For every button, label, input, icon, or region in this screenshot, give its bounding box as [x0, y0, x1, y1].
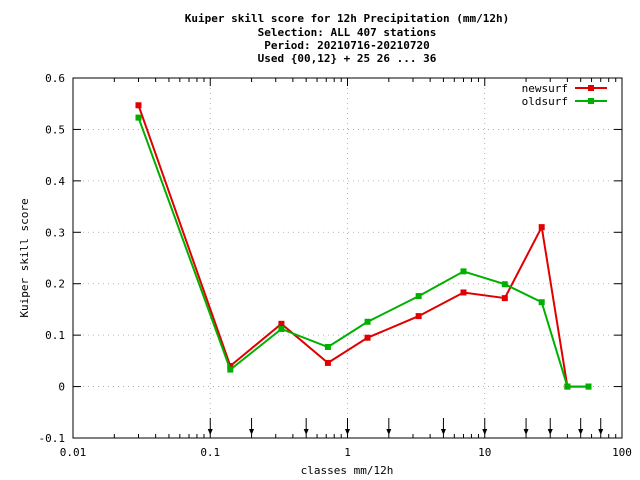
class-marker-arrowhead: [249, 429, 255, 435]
class-marker-arrowhead: [523, 429, 529, 435]
data-point-newsurf: [415, 313, 422, 320]
data-point-oldsurf: [324, 343, 331, 350]
y-axis-label: Kuiper skill score: [18, 198, 31, 317]
x-tick-label: 0.01: [60, 446, 87, 459]
class-marker-arrowhead: [482, 429, 488, 435]
class-markers: [207, 418, 604, 435]
legend-label-oldsurf: oldsurf: [522, 95, 568, 108]
y-tick-label: 0.5: [45, 123, 65, 136]
data-point-newsurf: [324, 359, 331, 366]
data-point-newsurf: [364, 334, 371, 341]
class-marker-arrowhead: [578, 429, 584, 435]
y-tick-label: 0.2: [45, 278, 65, 291]
data-point-oldsurf: [501, 281, 508, 288]
data-point-oldsurf: [227, 366, 234, 373]
class-marker-arrowhead: [303, 429, 309, 435]
data-point-oldsurf: [460, 268, 467, 275]
data-point-oldsurf: [585, 383, 592, 390]
title-line-1: Kuiper skill score for 12h Precipitation…: [185, 12, 510, 25]
data-point-newsurf: [135, 102, 142, 109]
x-axis-label: classes mm/12h: [301, 464, 394, 477]
x-tick-label: 10: [478, 446, 491, 459]
chart-title: Kuiper skill score for 12h Precipitation…: [185, 12, 510, 65]
y-tick-label: 0: [58, 381, 65, 394]
data-point-oldsurf: [364, 318, 371, 325]
data-point-oldsurf: [135, 114, 142, 121]
x-tick-label: 100: [612, 446, 632, 459]
class-marker-arrowhead: [207, 429, 213, 435]
x-tick-label: 1: [344, 446, 351, 459]
y-tick-label: 0.4: [45, 175, 65, 188]
data-point-newsurf: [278, 320, 285, 327]
class-marker-arrowhead: [547, 429, 553, 435]
plot-frame: [72, 77, 623, 439]
data-point-newsurf: [538, 224, 545, 231]
x-tick-label: 0.1: [200, 446, 220, 459]
axis-ticks: [72, 77, 623, 439]
data-point-oldsurf: [564, 383, 571, 390]
class-marker-arrowhead: [440, 429, 446, 435]
title-line-4: Used {00,12} + 25 26 ... 36: [258, 52, 437, 65]
axis-tick-labels: -0.1 0 0.1 0.2 0.3 0.4 0.5 0.6 0.01 0.1 1 10 100: [39, 72, 632, 459]
y-tick-label: 0.6: [45, 72, 65, 85]
class-marker-arrowhead: [598, 429, 604, 435]
series-line-oldsurf: [137, 117, 589, 388]
class-marker-arrowhead: [345, 429, 350, 435]
title-line-2: Selection: ALL 407 stations: [258, 26, 437, 39]
data-point-newsurf: [460, 289, 467, 296]
legend-marker-newsurf: [588, 85, 594, 91]
grid: [73, 78, 622, 438]
series-line-newsurf: [137, 104, 589, 388]
class-marker-arrowhead: [386, 429, 392, 435]
legend-label-newsurf: newsurf: [522, 82, 568, 95]
data-point-newsurf: [227, 363, 234, 369]
series-group: [135, 102, 592, 390]
y-tick-label: 0.1: [45, 329, 65, 342]
data-point-oldsurf: [278, 325, 285, 332]
y-tick-label: 0.3: [45, 226, 65, 239]
data-point-oldsurf: [415, 293, 422, 300]
data-point-newsurf: [501, 295, 508, 302]
y-tick-label: -0.1: [39, 432, 66, 445]
legend-marker-oldsurf: [588, 98, 594, 104]
title-line-3: Period: 20210716-20210720: [264, 39, 430, 52]
data-point-oldsurf: [538, 299, 545, 306]
